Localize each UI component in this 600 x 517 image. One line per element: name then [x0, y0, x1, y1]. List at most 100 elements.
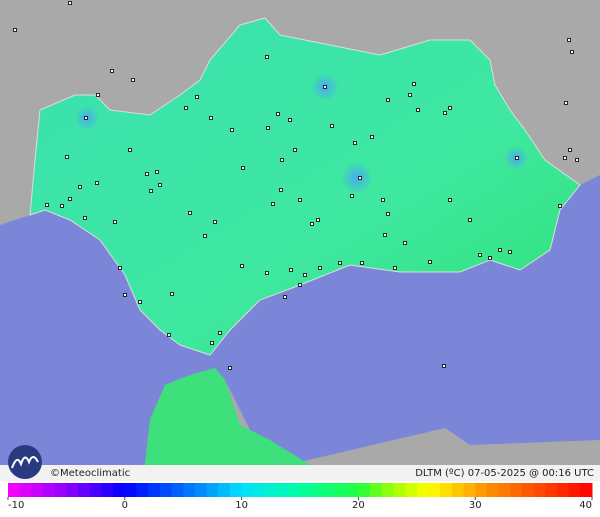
color-cell [521, 483, 535, 497]
sea [0, 175, 600, 465]
station [570, 50, 574, 54]
station [350, 194, 354, 198]
footer-bar [0, 465, 600, 481]
station [330, 124, 334, 128]
station [228, 366, 232, 370]
station [568, 148, 572, 152]
station [128, 148, 132, 152]
station [230, 128, 234, 132]
station [310, 222, 314, 226]
color-cell [311, 483, 324, 497]
color-cell [171, 483, 184, 497]
tick-label: 20 [352, 500, 365, 511]
color-cell [218, 483, 231, 497]
station [45, 203, 49, 207]
tick-label: 0 [122, 500, 128, 511]
color-cell [346, 483, 359, 497]
station [443, 111, 447, 115]
station [110, 69, 114, 73]
station [83, 216, 87, 220]
station [167, 333, 171, 337]
color-cell [206, 483, 219, 497]
station [213, 220, 217, 224]
morocco [145, 368, 310, 465]
station [68, 197, 72, 201]
station [265, 55, 269, 59]
color-cell [136, 483, 149, 497]
color-cell [463, 483, 476, 497]
station [478, 253, 482, 257]
tick-label: 10 [235, 500, 248, 511]
station [155, 170, 159, 174]
station [298, 198, 302, 202]
station [78, 185, 82, 189]
color-cell [451, 483, 465, 497]
station [448, 106, 452, 110]
station [279, 188, 283, 192]
color-cell [66, 483, 79, 497]
station [265, 271, 269, 275]
station [95, 181, 99, 185]
station [386, 212, 390, 216]
color-cell [568, 483, 581, 497]
color-cell [89, 483, 102, 497]
andalusia [29, 17, 581, 356]
station [293, 148, 297, 152]
station [403, 241, 407, 245]
station [113, 220, 117, 224]
station [408, 93, 412, 97]
caption: DLTM (ºC) 07-05-2025 @ 00:16 UTC [415, 468, 594, 479]
station [65, 155, 69, 159]
station [276, 112, 280, 116]
station [416, 108, 420, 112]
color-cell [229, 483, 243, 497]
station [170, 292, 174, 296]
color-cell [358, 483, 371, 497]
tick-label: 40 [579, 500, 592, 511]
color-cell [183, 483, 196, 497]
station [149, 189, 153, 193]
station [386, 98, 390, 102]
station [280, 158, 284, 162]
station [498, 248, 502, 252]
color-cell [510, 483, 523, 497]
color-cell [253, 483, 266, 497]
station [358, 176, 362, 180]
color-cell [264, 483, 278, 497]
station [448, 198, 452, 202]
station [383, 233, 387, 237]
station [209, 116, 213, 120]
tick-label: -10 [8, 500, 24, 511]
color-cell [78, 483, 91, 497]
station [370, 135, 374, 139]
color-cell [194, 483, 208, 497]
station [203, 234, 207, 238]
station [412, 82, 416, 86]
station [218, 331, 222, 335]
station [393, 266, 397, 270]
station [60, 204, 64, 208]
color-cell [428, 483, 441, 497]
brand: ©Meteoclimatic [50, 468, 130, 479]
station [145, 172, 149, 176]
color-cell [276, 483, 289, 497]
station [195, 95, 199, 99]
color-cell [159, 483, 173, 497]
color-cell [113, 483, 126, 497]
station [96, 93, 100, 97]
color-cell [300, 483, 313, 497]
station [68, 1, 72, 5]
station [575, 158, 579, 162]
station [123, 293, 127, 297]
station [323, 85, 327, 89]
station [188, 211, 192, 215]
tick-label: 30 [469, 500, 482, 511]
station [13, 28, 17, 32]
color-cell [393, 483, 406, 497]
logo-mark [11, 456, 39, 469]
color-cell [370, 483, 383, 497]
logo [8, 445, 42, 479]
station [138, 300, 142, 304]
station [283, 295, 287, 299]
